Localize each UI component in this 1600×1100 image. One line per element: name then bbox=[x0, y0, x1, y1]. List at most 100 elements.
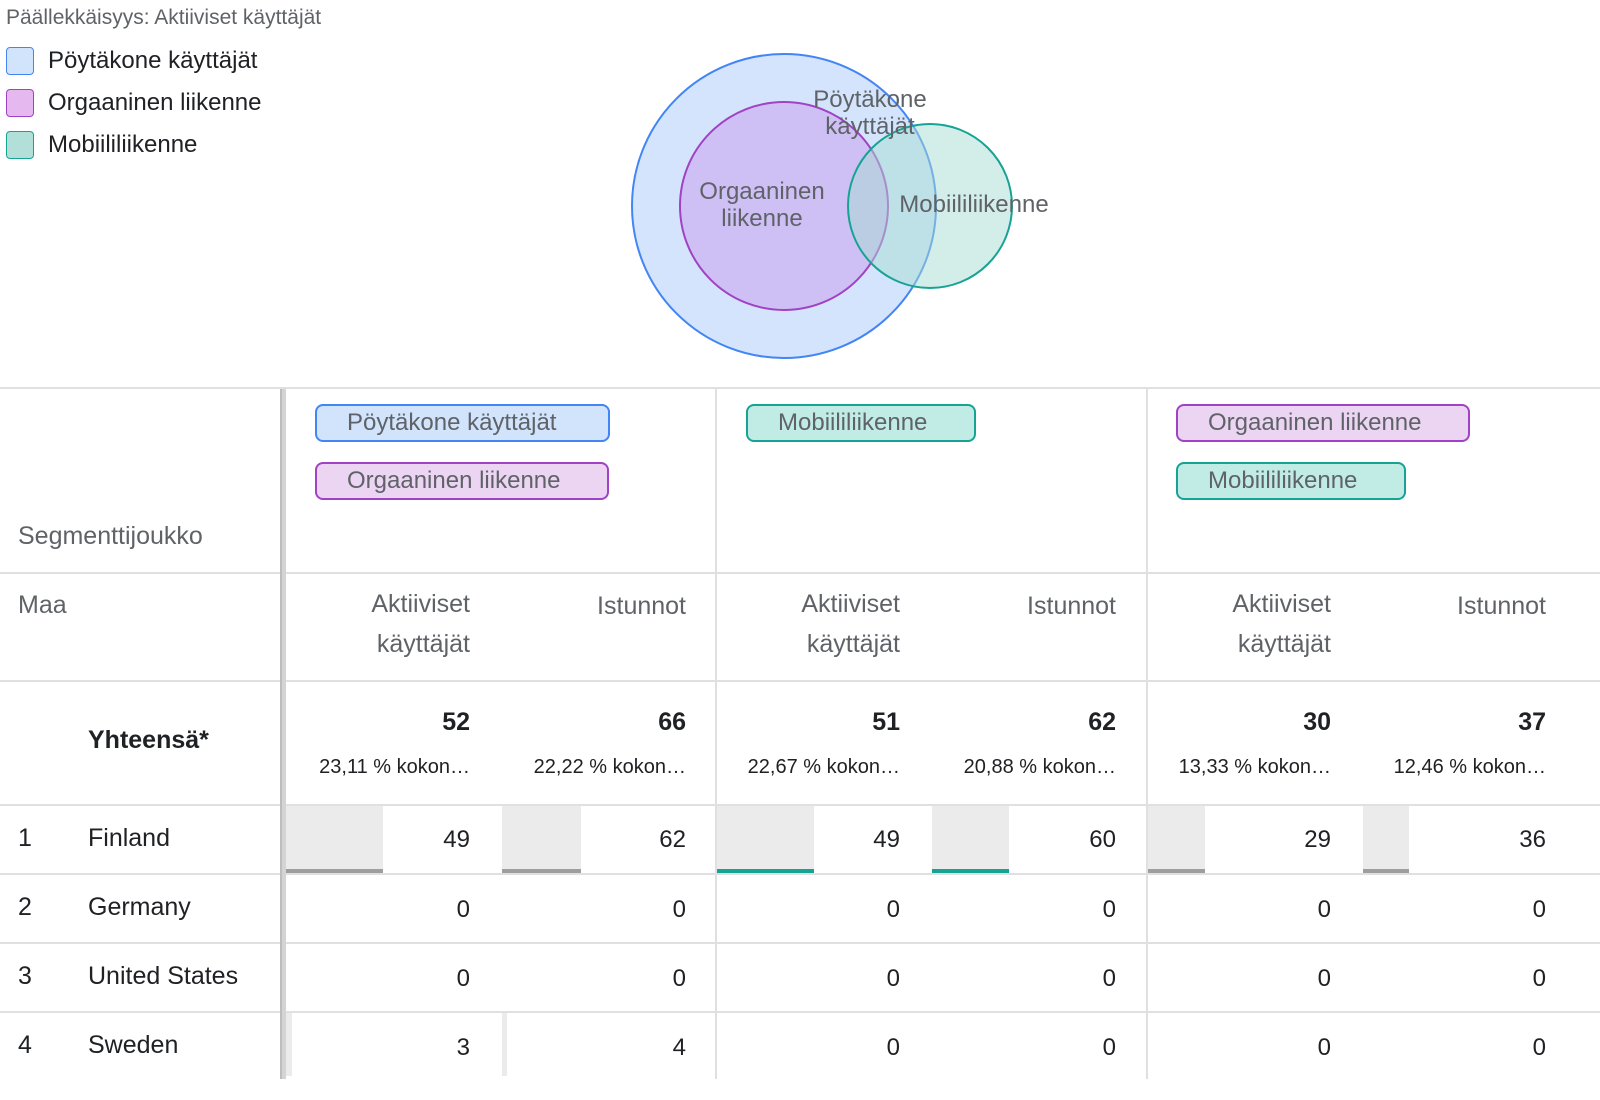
total-percent: 22,22 % kokon… bbox=[533, 756, 686, 778]
row-bar-background bbox=[717, 806, 814, 869]
row-bar bbox=[1363, 869, 1409, 873]
frozen-column-divider[interactable] bbox=[280, 389, 286, 1079]
row-bar-background bbox=[502, 806, 581, 869]
row-bar bbox=[502, 869, 581, 873]
total-value: 51 bbox=[872, 708, 900, 736]
legend-swatch-organic bbox=[6, 89, 34, 117]
cell-value: 3 bbox=[456, 1034, 470, 1061]
total-value: 66 bbox=[658, 708, 686, 736]
total-value: 30 bbox=[1303, 708, 1331, 736]
metric-header-line: käyttäjät bbox=[376, 630, 470, 658]
metric-header-line: käyttäjät bbox=[806, 630, 900, 658]
venn-diagram: Pöytäkone käyttäjät Orgaaninen liikenne … bbox=[631, 53, 1049, 359]
chart-title: Päällekkäisyys: Aktiiviset käyttäjät bbox=[6, 6, 322, 29]
cell-value: 4 bbox=[672, 1034, 686, 1061]
cell-value: 49 bbox=[443, 826, 470, 853]
legend-label-desktop: Pöytäkone käyttäjät bbox=[48, 47, 258, 74]
totals-label: Yhteensä* bbox=[88, 726, 209, 754]
cell-value: 0 bbox=[1102, 1034, 1116, 1061]
cell-value: 0 bbox=[886, 1034, 900, 1061]
row-divider bbox=[0, 572, 1600, 574]
row-bar bbox=[717, 869, 814, 873]
legend-item-mobile[interactable]: Mobiililiikenne bbox=[6, 124, 261, 166]
segment-chip-mobile[interactable]: Mobiililiikenne bbox=[1176, 462, 1406, 500]
row-country[interactable]: United States bbox=[88, 962, 239, 990]
segment-chip-organic[interactable]: Orgaaninen liikenne bbox=[1176, 404, 1470, 442]
legend-swatch-desktop bbox=[6, 47, 34, 75]
row-index: 4 bbox=[18, 1031, 32, 1059]
metric-header-line: Aktiiviset bbox=[1232, 590, 1331, 618]
cell-value: 0 bbox=[456, 965, 470, 992]
venn-label-mobile: Mobiililiikenne bbox=[899, 191, 1048, 218]
row-divider bbox=[0, 873, 1600, 875]
legend: Pöytäkone käyttäjät Orgaaninen liikenne … bbox=[6, 40, 261, 166]
table-top-border bbox=[0, 387, 1600, 389]
total-value: 62 bbox=[1088, 708, 1116, 736]
metric-header-active-users[interactable]: Aktiiviset käyttäjät bbox=[730, 584, 900, 664]
total-percent: 13,33 % kokon… bbox=[1178, 756, 1331, 778]
legend-label-organic: Orgaaninen liikenne bbox=[48, 89, 262, 116]
row-divider bbox=[0, 1011, 1600, 1013]
legend-swatch-mobile bbox=[6, 131, 34, 159]
row-divider bbox=[0, 804, 1600, 806]
segment-divider bbox=[715, 389, 717, 1079]
cell-value: 0 bbox=[1532, 1034, 1546, 1061]
segment-divider bbox=[1146, 389, 1148, 1079]
row-country[interactable]: Finland bbox=[88, 824, 170, 852]
cell-value: 0 bbox=[886, 896, 900, 923]
legend-item-organic[interactable]: Orgaaninen liikenne bbox=[6, 82, 261, 124]
row-country[interactable]: Germany bbox=[88, 893, 191, 921]
row-bar-background bbox=[1148, 806, 1205, 869]
row-bar bbox=[932, 869, 1009, 873]
cell-value: 36 bbox=[1519, 826, 1546, 853]
row-bar bbox=[1148, 869, 1205, 873]
venn-label-desktop-1: Pöytäkone bbox=[813, 86, 926, 113]
row-bar-background bbox=[1363, 806, 1409, 869]
total-value: 37 bbox=[1518, 708, 1546, 736]
venn-label-organic-2: liikenne bbox=[721, 205, 802, 232]
total-percent: 23,11 % kokon… bbox=[319, 756, 470, 778]
dimension-header-country[interactable]: Maa bbox=[18, 591, 67, 619]
metric-header-line: käyttäjät bbox=[1237, 630, 1331, 658]
row-index: 2 bbox=[18, 893, 32, 921]
cell-value: 0 bbox=[1317, 1034, 1331, 1061]
cell-value: 0 bbox=[886, 965, 900, 992]
row-bar-background bbox=[502, 1013, 507, 1076]
venn-label-organic-1: Orgaaninen bbox=[699, 178, 824, 205]
venn-circle-mobile[interactable] bbox=[847, 123, 1013, 289]
row-index: 3 bbox=[18, 962, 32, 990]
segment-chip-desktop[interactable]: Pöytäkone käyttäjät bbox=[315, 404, 610, 442]
metric-header-sessions[interactable]: Istunnot bbox=[597, 592, 686, 620]
venn-label-desktop-2: käyttäjät bbox=[825, 113, 915, 140]
total-percent: 22,67 % kokon… bbox=[747, 756, 900, 778]
cell-value: 0 bbox=[1532, 896, 1546, 923]
cell-value: 0 bbox=[1102, 965, 1116, 992]
metric-header-sessions[interactable]: Istunnot bbox=[1027, 592, 1116, 620]
cell-value: 60 bbox=[1089, 826, 1116, 853]
total-value: 52 bbox=[442, 708, 470, 736]
cell-value: 0 bbox=[456, 896, 470, 923]
metric-header-active-users[interactable]: Aktiiviset käyttäjät bbox=[1160, 584, 1331, 664]
cell-value: 49 bbox=[873, 826, 900, 853]
row-divider bbox=[0, 680, 1600, 682]
cell-value: 0 bbox=[1317, 896, 1331, 923]
metric-header-active-users[interactable]: Aktiiviset käyttäjät bbox=[300, 584, 470, 664]
metric-header-line: Aktiiviset bbox=[371, 590, 470, 618]
cell-value: 29 bbox=[1304, 826, 1331, 853]
row-bar-background bbox=[286, 1013, 292, 1076]
segment-chip-organic[interactable]: Orgaaninen liikenne bbox=[315, 462, 609, 500]
cell-value: 0 bbox=[672, 965, 686, 992]
cell-value: 0 bbox=[672, 896, 686, 923]
metric-header-sessions[interactable]: Istunnot bbox=[1457, 592, 1546, 620]
cell-value: 0 bbox=[1102, 896, 1116, 923]
segment-chip-mobile[interactable]: Mobiililiikenne bbox=[746, 404, 976, 442]
total-percent: 20,88 % kokon… bbox=[963, 756, 1116, 778]
row-index: 1 bbox=[18, 824, 32, 852]
cell-value: 0 bbox=[1532, 965, 1546, 992]
total-percent: 12,46 % kokon… bbox=[1393, 756, 1546, 778]
row-bar bbox=[286, 869, 383, 873]
legend-item-desktop[interactable]: Pöytäkone käyttäjät bbox=[6, 40, 261, 82]
segment-set-header: Segmenttijoukko bbox=[18, 522, 203, 550]
row-divider bbox=[0, 942, 1600, 944]
row-country[interactable]: Sweden bbox=[88, 1031, 179, 1059]
